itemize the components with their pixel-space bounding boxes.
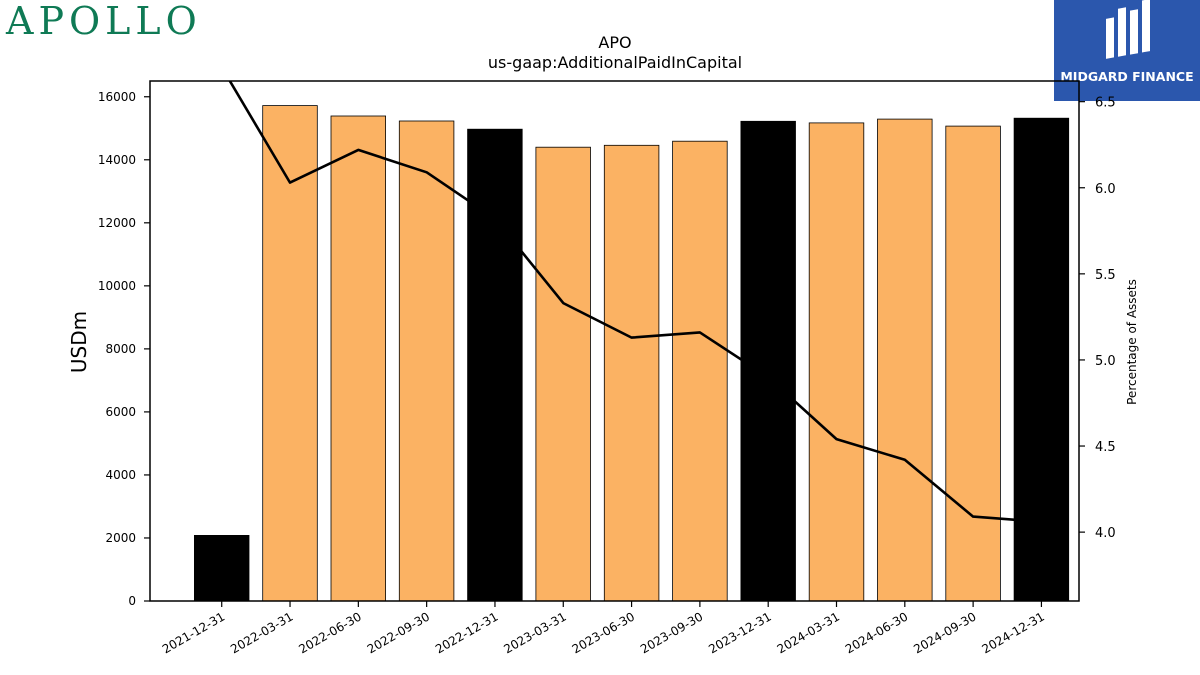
x-tick-label: 2024-09-30 <box>911 609 978 656</box>
y2-tick-label: 5.0 <box>1095 354 1116 369</box>
y2-tick-label: 4.0 <box>1095 526 1116 541</box>
plot-frame <box>149 80 1080 602</box>
y-tick-label: 4000 <box>105 468 136 482</box>
bar-2024-09-30 <box>945 125 1001 602</box>
x-tick-label: 2022-12-31 <box>433 609 500 656</box>
y-tick-label: 10000 <box>98 279 136 293</box>
y2-tick-label: 6.0 <box>1095 182 1116 197</box>
bar-2024-06-30 <box>877 118 933 602</box>
y-tick-label: 0 <box>128 594 136 608</box>
bar-2022-06-30 <box>330 115 386 602</box>
y2-axis-label: Percentage of Assets <box>1125 279 1139 405</box>
y-tick-label: 6000 <box>105 405 136 419</box>
bar-2023-03-31 <box>535 146 591 602</box>
midgard-finance-label: MIDGARD FINANCE <box>1060 69 1194 84</box>
y-tick-label: 2000 <box>105 531 136 545</box>
y-tick-label: 14000 <box>98 153 136 167</box>
bar-2023-12-31 <box>740 120 796 602</box>
y2-tick-label: 4.5 <box>1095 440 1116 455</box>
y2-tick-label: 6.5 <box>1095 96 1116 111</box>
x-tick-label: 2024-06-30 <box>843 609 910 656</box>
chart-title: APO <box>598 33 631 52</box>
x-tick-label: 2022-03-31 <box>228 609 295 656</box>
line-layer <box>228 81 1042 524</box>
bar-2024-12-31 <box>1013 117 1070 602</box>
bars-layer <box>193 105 1070 602</box>
midgard-emblem-icon <box>1106 0 1150 59</box>
y-tick-label: 12000 <box>98 216 136 230</box>
x-tick-label: 2024-03-31 <box>775 609 842 656</box>
y-tick-label: 8000 <box>105 342 136 356</box>
apollo-logo: APOLLO <box>6 0 202 43</box>
y-tick-label: 16000 <box>98 90 136 104</box>
x-tick-label: 2021-12-31 <box>160 609 227 656</box>
bar-2022-12-31 <box>467 128 523 602</box>
x-tick-label: 2023-09-30 <box>638 609 705 656</box>
y-axis-label: USDm <box>67 311 91 373</box>
x-tick-label: 2023-06-30 <box>570 609 637 656</box>
bar-2023-09-30 <box>672 140 728 602</box>
bar-2022-03-31 <box>262 105 318 602</box>
y2-tick-label: 5.5 <box>1095 268 1116 283</box>
bar-2023-06-30 <box>603 144 660 602</box>
x-tick-label: 2022-09-30 <box>365 609 432 656</box>
x-tick-label: 2024-12-31 <box>980 609 1047 656</box>
x-tick-label: 2023-03-31 <box>501 609 568 656</box>
x-tick-label: 2023-12-31 <box>706 609 773 656</box>
x-tick-label: 2022-06-30 <box>296 609 363 656</box>
bar-2024-03-31 <box>808 122 865 602</box>
bar-2022-09-30 <box>398 120 455 602</box>
bar-2021-12-31 <box>193 535 250 602</box>
assets-percentage-line <box>228 81 1042 524</box>
midgard-finance-logo: MIDGARD FINANCE <box>1054 0 1200 101</box>
chart-subtitle: us-gaap:AdditionalPaidInCapital <box>488 53 742 72</box>
